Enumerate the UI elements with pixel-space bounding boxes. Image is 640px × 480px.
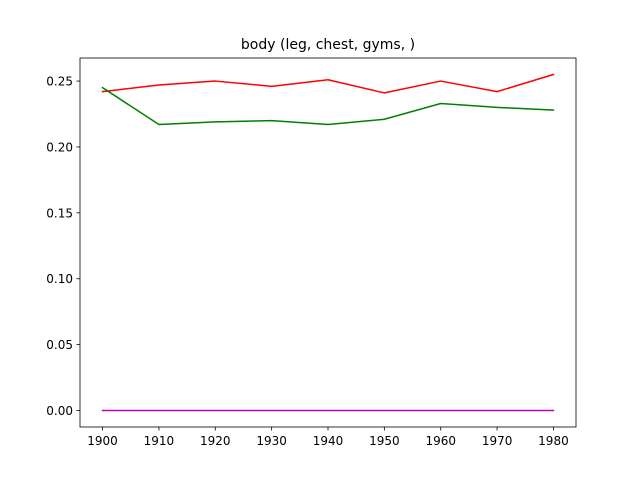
y-tick-label-5: 0.25 bbox=[46, 75, 73, 89]
y-tick-label-0: 0.00 bbox=[46, 404, 73, 418]
chart-title: body (leg, chest, gyms, ) bbox=[241, 37, 415, 53]
series-line-2 bbox=[101, 86, 555, 126]
x-tick-label-1930: 1930 bbox=[256, 434, 287, 448]
x-tick-label-1910: 1910 bbox=[144, 434, 175, 448]
x-tick-label-1950: 1950 bbox=[369, 434, 400, 448]
x-tick-label-1960: 1960 bbox=[425, 434, 456, 448]
axes-layer: 1900 1910 1920 1930 1940 1950 1960 1970 1980 0.00… bbox=[46, 57, 577, 448]
y-tick-label-3: 0.15 bbox=[46, 206, 73, 220]
x-tick-label-1980: 1980 bbox=[538, 434, 569, 448]
x-tick-label-1920: 1920 bbox=[200, 434, 231, 448]
x-tick-label-1970: 1970 bbox=[482, 434, 513, 448]
series-layer bbox=[101, 73, 555, 412]
x-tick-label-1940: 1940 bbox=[313, 434, 344, 448]
y-tick-label-1: 0.05 bbox=[46, 338, 73, 352]
y-tick-label-4: 0.20 bbox=[46, 140, 73, 154]
y-tick-label-2: 0.10 bbox=[46, 272, 73, 286]
x-tick-label-1900: 1900 bbox=[87, 434, 118, 448]
series-line-1 bbox=[101, 73, 555, 94]
